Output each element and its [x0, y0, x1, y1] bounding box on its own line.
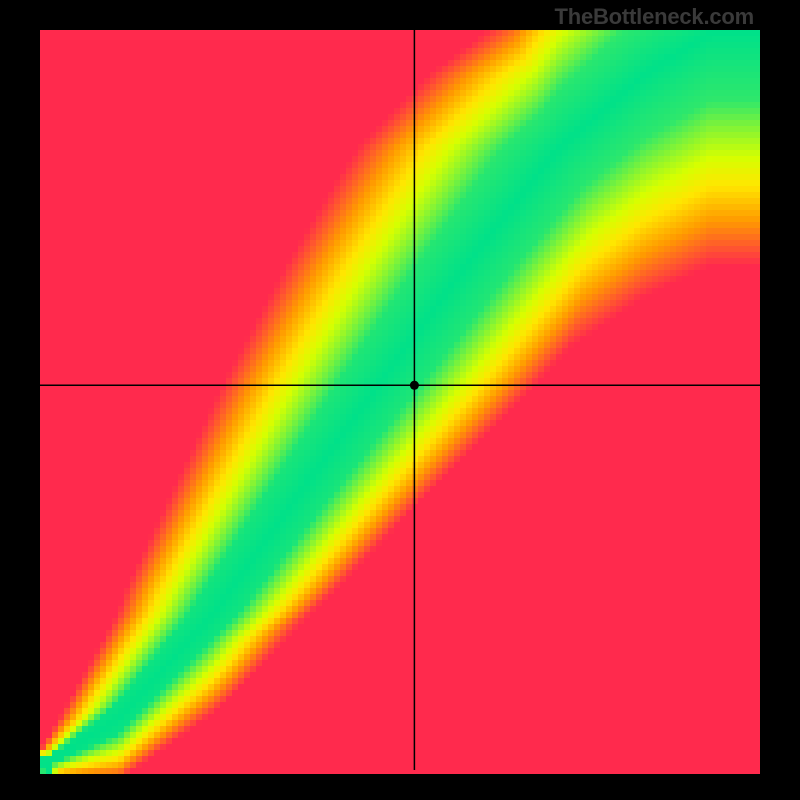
heatmap-canvas: [0, 0, 800, 800]
chart-container: TheBottleneck.com: [0, 0, 800, 800]
